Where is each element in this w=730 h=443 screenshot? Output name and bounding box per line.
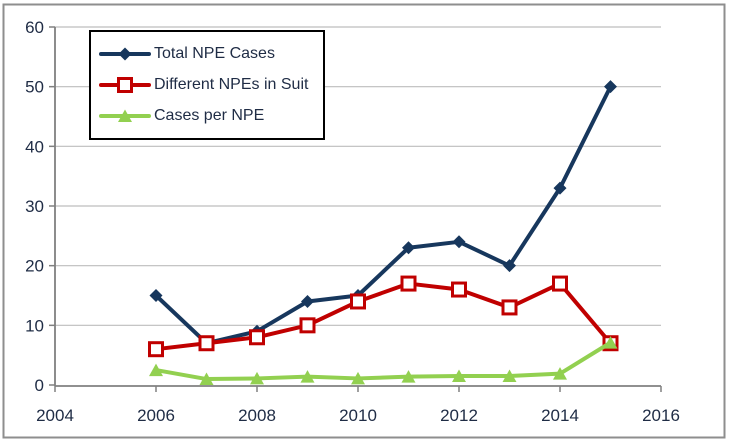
x-tick-label: 2010 [339,406,377,425]
diamond-marker-icon [149,289,163,302]
legend-label: Different NPEs in Suit [154,76,309,93]
x-tick-label: 2006 [137,406,175,425]
diamond-marker-icon [503,259,516,273]
legend-line-marker-icon [99,109,151,122]
triangle-marker-icon [300,370,315,383]
triangle-marker-icon [118,109,132,122]
triangle-marker-icon [250,371,264,385]
triangle-marker-icon [351,371,365,385]
open-square-marker-icon [148,341,164,358]
y-tick-label: 0 [35,376,44,395]
open-square-marker-icon [117,77,133,93]
y-tick-label: 10 [25,316,44,335]
x-tick-label: 2014 [541,406,579,425]
diamond-marker-icon [301,294,314,308]
open-square-marker-icon [249,329,265,346]
y-tick-label: 30 [25,197,44,216]
triangle-marker-icon [603,336,618,349]
open-square-marker-icon [299,317,316,334]
open-square-marker-icon [198,335,215,352]
series-cases-per-npe [149,336,618,386]
legend-item-different-npes-in-suit: Different NPEs in Suit [99,76,323,94]
triangle-marker-icon [452,369,466,383]
legend-item-cases-per-npe: Cases per NPE [99,107,323,125]
y-tick-label: 40 [25,137,44,156]
diamond-marker-icon [402,241,415,255]
legend-label: Cases per NPE [154,107,265,124]
legend-line-marker-icon [99,47,151,61]
open-square-marker-icon [350,293,366,310]
series-line [154,281,613,352]
y-tick-label: 50 [25,78,44,97]
x-tick-label: 2004 [36,406,74,425]
diamond-marker-icon [118,47,132,61]
series-line [154,84,613,346]
chart-legend: Total NPE Cases Different NPEs in Suit C… [89,30,325,140]
triangle-marker-icon [199,372,214,386]
open-square-marker-icon [501,299,518,316]
x-tick-label: 2012 [440,406,478,425]
y-tick-label: 60 [25,18,44,37]
triangle-marker-icon [502,369,517,383]
x-tick-label: 2008 [238,406,276,425]
legend-label: Total NPE Cases [154,45,275,62]
series-line [154,340,613,382]
diamond-marker-icon [604,80,617,94]
triangle-marker-icon [553,367,567,380]
open-square-marker-icon [451,281,467,298]
open-square-marker-icon [552,275,568,292]
series-different-npes-in-suit [148,275,619,358]
chart-outer-border [2,3,726,439]
diamond-marker-icon [553,181,567,195]
legend-line-marker-icon [99,77,151,93]
diamond-marker-icon [452,235,466,249]
open-square-marker-icon [400,275,417,292]
x-tick-label: 2016 [642,406,680,425]
triangle-marker-icon [149,363,163,377]
y-tick-label: 20 [25,257,44,276]
triangle-marker-icon [401,370,416,383]
legend-item-total-npe-cases: Total NPE Cases [99,45,323,63]
